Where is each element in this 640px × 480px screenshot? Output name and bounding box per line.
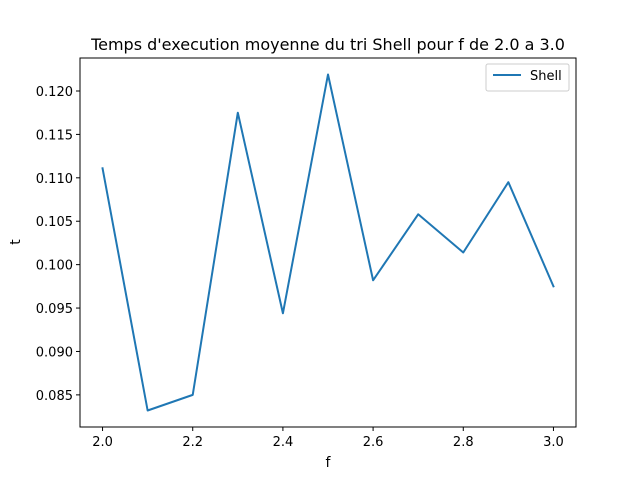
x-tick-label: 2.4 <box>273 435 294 450</box>
y-tick-label: 0.120 <box>36 85 73 100</box>
x-tick-label: 2.6 <box>363 435 384 450</box>
y-tick-label: 0.100 <box>36 259 73 274</box>
y-tick-label: 0.110 <box>36 172 73 187</box>
y-tick-label: 0.095 <box>36 302 73 317</box>
y-tick-label: 0.105 <box>36 215 73 230</box>
chart-title: Temps d'execution moyenne du tri Shell p… <box>90 35 565 54</box>
y-tick-label: 0.085 <box>36 389 73 404</box>
y-axis-label: t <box>8 239 24 245</box>
x-tick-label: 3.0 <box>543 435 564 450</box>
plot-frame <box>79 57 577 428</box>
legend: Shell <box>485 63 570 92</box>
x-tick-label: 2.2 <box>182 435 203 450</box>
x-tick-label: 2.8 <box>453 435 474 450</box>
y-axis-ticks: 0.085 0.090 0.095 0.100 0.105 0.110 0.115 0.120 <box>36 85 80 404</box>
data-marks <box>101 73 555 412</box>
y-tick-label: 0.090 <box>36 345 73 360</box>
legend-box <box>485 63 570 92</box>
x-tick-label: 2.0 <box>92 435 113 450</box>
legend-label-shell: Shell <box>530 69 562 84</box>
plot-area <box>80 58 576 427</box>
x-axis-ticks: 2.0 2.2 2.4 2.6 2.8 3.0 <box>92 427 564 450</box>
x-axis-label: f <box>326 455 332 471</box>
y-tick-label: 0.115 <box>36 128 73 143</box>
